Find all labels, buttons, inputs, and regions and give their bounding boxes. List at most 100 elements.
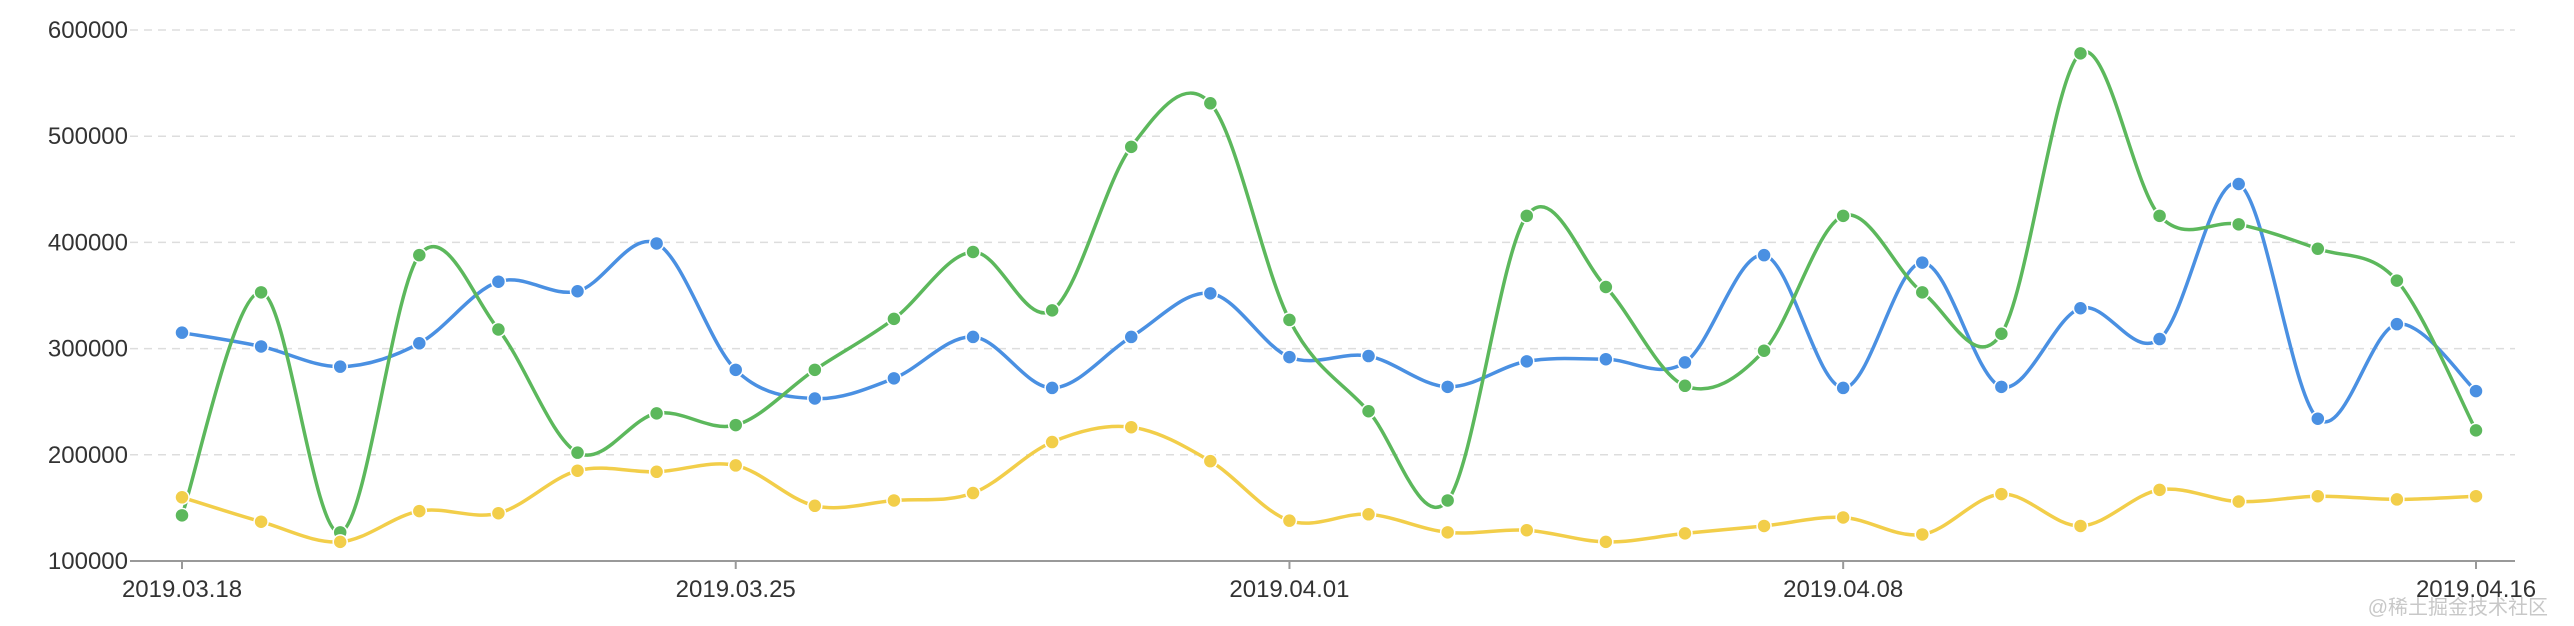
data-point[interactable] [1202,453,1219,469]
data-point[interactable] [1519,522,1535,538]
x-tick-label: 2019.04.16 [2416,576,2536,603]
data-point[interactable] [1756,342,1772,359]
data-point[interactable] [965,329,981,345]
data-point[interactable] [807,390,823,407]
data-point[interactable] [1914,526,1931,543]
data-point[interactable] [569,283,586,300]
data-point[interactable] [1677,525,1693,542]
data-point[interactable] [2230,493,2247,510]
data-point[interactable] [1914,254,1931,271]
data-point[interactable] [1519,353,1535,370]
grid-lines [130,29,2515,456]
data-point[interactable] [2310,410,2326,427]
data-point[interactable] [1993,486,2010,502]
data-point[interactable] [1281,312,1298,328]
data-point[interactable] [2151,331,2168,347]
data-point[interactable] [1835,208,1851,224]
data-point[interactable] [1202,285,1219,302]
data-point[interactable] [411,503,428,519]
data-point[interactable] [2072,45,2089,62]
data-point[interactable] [253,284,269,301]
data-point[interactable] [886,311,902,327]
data-point[interactable] [253,513,269,530]
data-point[interactable] [1439,524,1456,541]
data-point[interactable] [1677,378,1693,394]
data-point[interactable] [490,505,507,521]
data-point[interactable] [253,338,269,355]
data-point[interactable] [2151,208,2168,224]
data-point[interactable] [807,498,823,514]
data-point[interactable] [2389,316,2405,332]
data-point[interactable] [965,244,981,260]
y-tick-label: 100000 [48,548,128,575]
data-point[interactable] [2468,383,2484,399]
data-point[interactable] [1281,512,1298,529]
data-point[interactable] [2310,241,2326,257]
data-point[interactable] [886,492,902,509]
data-point[interactable] [1044,302,1060,319]
x-tick-label: 2019.03.25 [676,576,796,603]
data-point[interactable] [648,235,665,252]
data-point[interactable] [1044,434,1060,450]
data-point[interactable] [411,247,428,263]
data-point[interactable] [727,362,744,378]
data-point[interactable] [569,462,586,479]
data-point[interactable] [2072,300,2089,316]
data-point[interactable] [2310,488,2326,504]
data-point[interactable] [648,405,665,422]
data-point[interactable] [1598,279,1614,295]
data-point[interactable] [965,485,981,501]
data-point[interactable] [1598,534,1614,550]
data-point[interactable] [2468,488,2484,504]
data-point[interactable] [174,489,190,506]
data-point[interactable] [2389,272,2405,289]
data-point[interactable] [1835,380,1851,396]
data-point[interactable] [727,457,744,474]
data-point[interactable] [2151,482,2168,498]
data-point[interactable] [174,507,190,524]
data-point[interactable] [1044,380,1060,396]
data-point[interactable] [1993,379,2010,395]
data-point[interactable] [1123,329,1139,345]
data-point[interactable] [490,273,507,290]
data-point[interactable] [1281,349,1298,365]
data-point[interactable] [807,362,823,378]
data-point[interactable] [1439,492,1456,509]
data-point[interactable] [174,324,190,341]
data-point[interactable] [2468,422,2484,439]
data-point[interactable] [1123,419,1139,435]
x-tick-label: 2019.04.01 [1229,576,1349,603]
y-tick-label: 300000 [48,336,128,363]
data-point[interactable] [2072,518,2089,534]
data-point[interactable] [332,534,348,550]
data-point[interactable] [1519,208,1535,224]
data-point[interactable] [886,370,902,387]
series-layer [174,45,2484,550]
data-point[interactable] [411,335,428,352]
data-point[interactable] [1360,348,1377,364]
data-point[interactable] [490,321,507,338]
series-line [180,181,2478,424]
data-point[interactable] [648,464,665,480]
data-point[interactable] [1202,95,1219,112]
data-point[interactable] [2230,176,2247,192]
data-point[interactable] [1756,247,1772,263]
data-point[interactable] [1360,403,1377,420]
series-3 [174,419,2484,550]
data-point[interactable] [727,417,744,433]
data-point[interactable] [2389,491,2405,508]
data-point[interactable] [569,444,586,461]
data-point[interactable] [1677,354,1693,371]
data-point[interactable] [1835,509,1851,526]
y-tick-label: 600000 [48,17,128,44]
data-point[interactable] [332,358,348,375]
data-point[interactable] [1439,379,1456,395]
data-point[interactable] [1360,506,1377,523]
data-point[interactable] [1598,351,1614,367]
data-point[interactable] [1914,284,1931,301]
data-point[interactable] [1123,139,1139,155]
data-point[interactable] [1756,518,1772,534]
data-point[interactable] [2230,216,2247,233]
data-point[interactable] [1993,325,2010,342]
